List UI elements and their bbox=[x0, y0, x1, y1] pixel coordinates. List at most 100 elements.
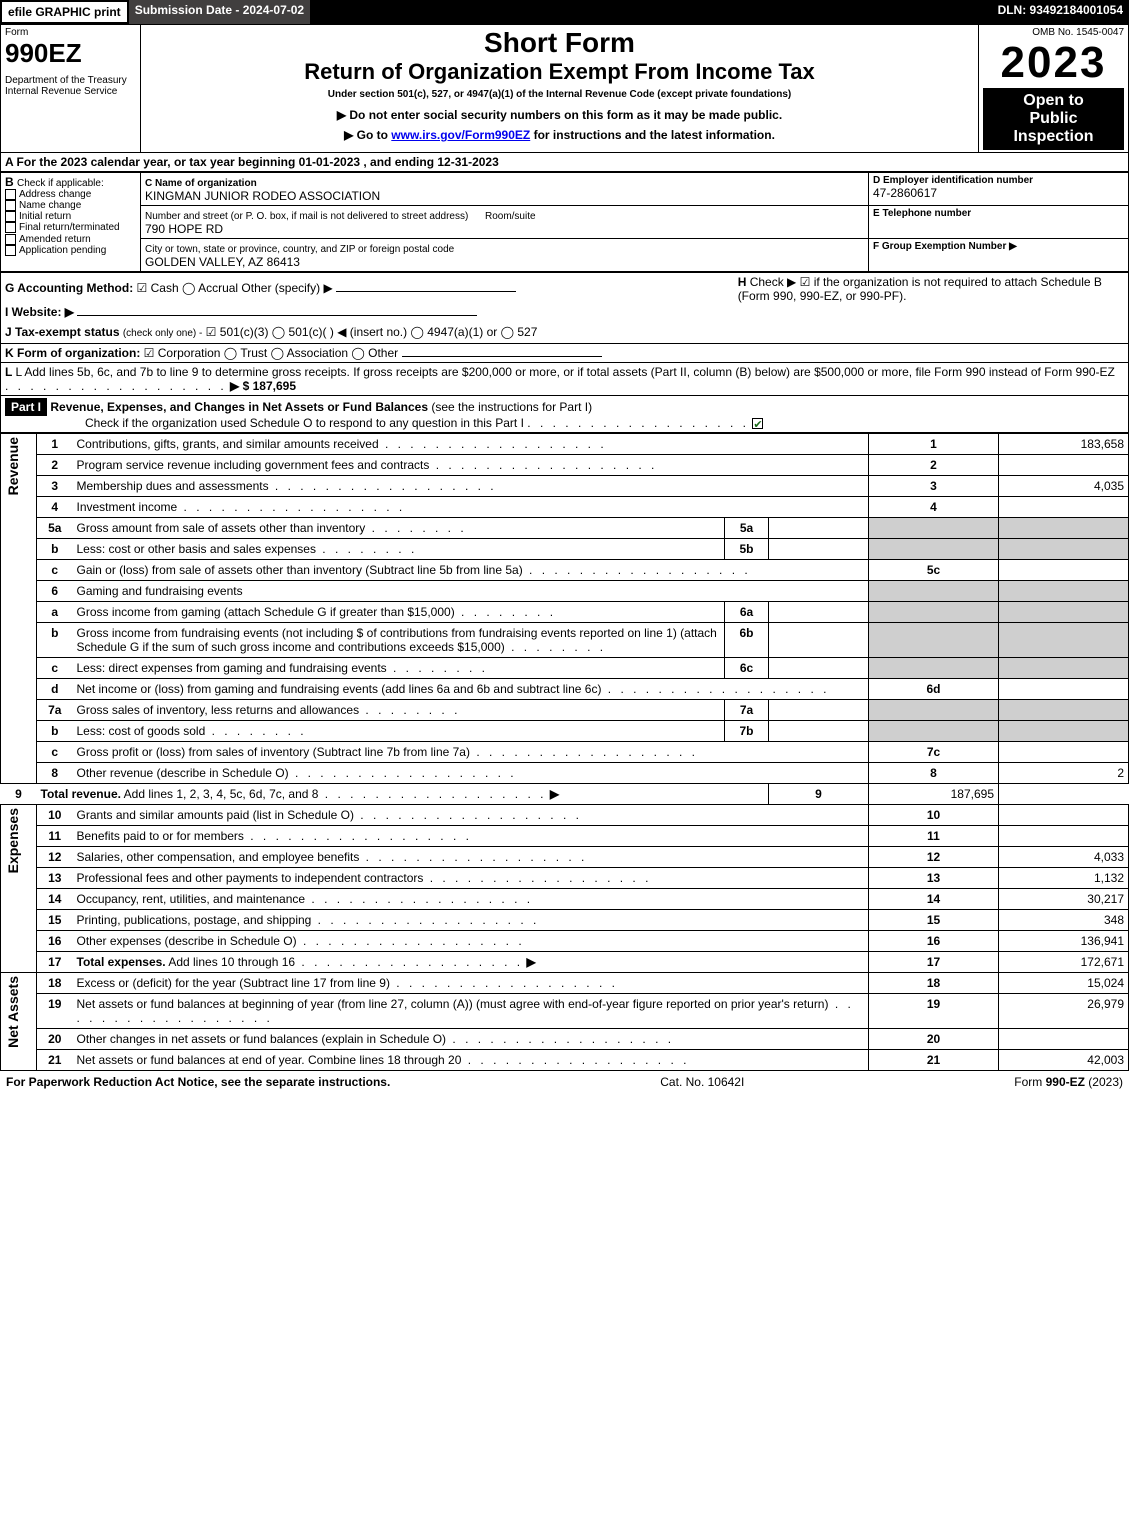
line-value: 42,003 bbox=[999, 1050, 1129, 1071]
section-l-text: L Add lines 5b, 6c, and 7b to line 9 to … bbox=[15, 365, 1114, 379]
efile-print-label[interactable]: efile GRAPHIC print bbox=[0, 0, 129, 24]
room-label: Room/suite bbox=[485, 211, 536, 222]
footer-right: Form 990-EZ (2023) bbox=[1014, 1075, 1123, 1089]
mid-box-value[interactable] bbox=[769, 518, 869, 539]
line-description: Professional fees and other payments to … bbox=[73, 868, 869, 889]
line-value: 2 bbox=[999, 763, 1129, 784]
mid-box-value[interactable] bbox=[769, 539, 869, 560]
line-value: 136,941 bbox=[999, 931, 1129, 952]
form-line: bLess: cost of goods sold7b bbox=[1, 721, 1129, 742]
line-description: Gain or (loss) from sale of assets other… bbox=[73, 560, 869, 581]
line-description: Gross amount from sale of assets other t… bbox=[73, 518, 725, 539]
line-box-number: 9 bbox=[769, 784, 869, 805]
city-label: City or town, state or province, country… bbox=[145, 244, 454, 255]
line-number: 1 bbox=[37, 434, 73, 455]
line-description: Occupancy, rent, utilities, and maintena… bbox=[73, 889, 869, 910]
section-b-option[interactable]: Name change bbox=[5, 200, 136, 211]
section-b-option[interactable]: Final return/terminated bbox=[5, 222, 136, 233]
line-value bbox=[999, 1029, 1129, 1050]
line-value bbox=[999, 560, 1129, 581]
line-box-shaded bbox=[869, 623, 999, 658]
accounting-options[interactable]: ☑ Cash ◯ Accrual Other (specify) ▶ bbox=[137, 281, 333, 295]
line-description: Gross sales of inventory, less returns a… bbox=[73, 700, 725, 721]
line-value: 172,671 bbox=[999, 952, 1129, 973]
line-description: Program service revenue including govern… bbox=[73, 455, 869, 476]
under-section: Under section 501(c), 527, or 4947(a)(1)… bbox=[145, 89, 974, 100]
line-description: Other expenses (describe in Schedule O) bbox=[73, 931, 869, 952]
mid-box-number: 7b bbox=[725, 721, 769, 742]
line-number: 12 bbox=[37, 847, 73, 868]
line-value-shaded bbox=[999, 623, 1129, 658]
street-value: 790 HOPE RD bbox=[145, 222, 223, 236]
line-box-number: 18 bbox=[869, 973, 999, 994]
form-header: Form 990EZ Department of the Treasury In… bbox=[0, 24, 1129, 153]
line-box-number: 3 bbox=[869, 476, 999, 497]
form-line: aGross income from gaming (attach Schedu… bbox=[1, 602, 1129, 623]
form-line: 21Net assets or fund balances at end of … bbox=[1, 1050, 1129, 1071]
section-g-label: G Accounting Method: bbox=[5, 281, 133, 295]
line-description: Net assets or fund balances at end of ye… bbox=[73, 1050, 869, 1071]
line-box-number: 8 bbox=[869, 763, 999, 784]
line-box-number: 11 bbox=[869, 826, 999, 847]
line-value: 4,033 bbox=[999, 847, 1129, 868]
section-b-option[interactable]: Application pending bbox=[5, 245, 136, 256]
line-box-shaded bbox=[869, 518, 999, 539]
section-b-option[interactable]: Address change bbox=[5, 189, 136, 200]
sections-b-to-f: B Check if applicable: Address changeNam… bbox=[0, 172, 1129, 272]
section-h-text: Check ▶ ☑ if the organization is not req… bbox=[738, 275, 1102, 303]
page-footer: For Paperwork Reduction Act Notice, see … bbox=[0, 1071, 1129, 1093]
top-bar: efile GRAPHIC print Submission Date - 20… bbox=[0, 0, 1129, 24]
line-box-number: 15 bbox=[869, 910, 999, 931]
org-form-options[interactable]: ☑ Corporation ◯ Trust ◯ Association ◯ Ot… bbox=[144, 346, 398, 360]
omb-number: OMB No. 1545-0047 bbox=[983, 27, 1124, 38]
section-j-label: J Tax-exempt status bbox=[5, 325, 120, 339]
line-value: 15,024 bbox=[999, 973, 1129, 994]
line-description: Gross profit or (loss) from sales of inv… bbox=[73, 742, 869, 763]
mid-box-value[interactable] bbox=[769, 602, 869, 623]
line-description: Gross income from gaming (attach Schedul… bbox=[73, 602, 725, 623]
goto-pre: ▶ Go to bbox=[344, 128, 391, 142]
form-line: 6Gaming and fundraising events bbox=[1, 581, 1129, 602]
mid-box-number: 6a bbox=[725, 602, 769, 623]
line-value: 1,132 bbox=[999, 868, 1129, 889]
form-line: 11Benefits paid to or for members11 bbox=[1, 826, 1129, 847]
line-number: 5a bbox=[37, 518, 73, 539]
form-line: 12Salaries, other compensation, and empl… bbox=[1, 847, 1129, 868]
form-line: dNet income or (loss) from gaming and fu… bbox=[1, 679, 1129, 700]
mid-box-value[interactable] bbox=[769, 700, 869, 721]
schedule-o-checkbox[interactable] bbox=[752, 418, 763, 429]
part-1-check-line: Check if the organization used Schedule … bbox=[85, 416, 524, 430]
line-box-number: 16 bbox=[869, 931, 999, 952]
department-label: Department of the Treasury Internal Reve… bbox=[5, 75, 136, 97]
section-c-name-label: C Name of organization bbox=[145, 178, 257, 189]
section-h-label: H bbox=[738, 275, 747, 289]
mid-box-value[interactable] bbox=[769, 658, 869, 679]
section-b-option[interactable]: Initial return bbox=[5, 211, 136, 222]
line-description: Less: direct expenses from gaming and fu… bbox=[73, 658, 725, 679]
form-line: cGain or (loss) from sale of assets othe… bbox=[1, 560, 1129, 581]
form-line: 8Other revenue (describe in Schedule O)8… bbox=[1, 763, 1129, 784]
line-description: Less: cost or other basis and sales expe… bbox=[73, 539, 725, 560]
line-description: Excess or (deficit) for the year (Subtra… bbox=[73, 973, 869, 994]
line-box-number: 20 bbox=[869, 1029, 999, 1050]
line-box-shaded bbox=[869, 602, 999, 623]
footer-left: For Paperwork Reduction Act Notice, see … bbox=[6, 1075, 390, 1089]
mid-box-value[interactable] bbox=[769, 623, 869, 658]
line-value bbox=[999, 826, 1129, 847]
line-description: Net income or (loss) from gaming and fun… bbox=[73, 679, 869, 700]
mid-box-value[interactable] bbox=[769, 721, 869, 742]
line-number: 9 bbox=[1, 784, 37, 805]
line-value-shaded bbox=[999, 721, 1129, 742]
dln-label: DLN: 93492184001054 bbox=[992, 0, 1129, 24]
line-box-number: 4 bbox=[869, 497, 999, 518]
line-number: 8 bbox=[37, 763, 73, 784]
line-number: c bbox=[37, 658, 73, 679]
part-1-title: Revenue, Expenses, and Changes in Net As… bbox=[50, 400, 428, 414]
section-b-option[interactable]: Amended return bbox=[5, 234, 136, 245]
line-number: b bbox=[37, 623, 73, 658]
goto-post: for instructions and the latest informat… bbox=[530, 128, 775, 142]
website-input[interactable] bbox=[77, 315, 477, 316]
tax-exempt-options[interactable]: ☑ 501(c)(3) ◯ 501(c)( ) ◀ (insert no.) ◯… bbox=[206, 325, 538, 339]
line-value bbox=[999, 805, 1129, 826]
irs-link[interactable]: www.irs.gov/Form990EZ bbox=[391, 128, 530, 142]
